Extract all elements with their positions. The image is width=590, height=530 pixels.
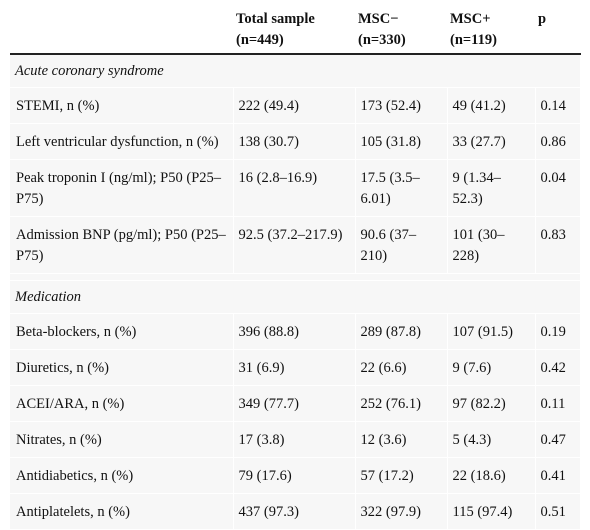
row-label: Antiplatelets, n (%) bbox=[10, 494, 233, 530]
header-msc-neg-n: (n=330) bbox=[358, 30, 441, 51]
cell-msc-negative: 173 (52.4) bbox=[355, 88, 447, 124]
cell-total: 437 (97.3) bbox=[233, 494, 355, 530]
row-label: Peak troponin I (ng/ml); P50 (P25–P75) bbox=[10, 160, 233, 217]
table-header: Total sample (n=449) MSC− (n=330) MSC+ (… bbox=[10, 9, 580, 54]
cell-msc-negative: 322 (97.9) bbox=[355, 494, 447, 530]
row-label: Antidiabetics, n (%) bbox=[10, 458, 233, 494]
row-label: Diuretics, n (%) bbox=[10, 350, 233, 386]
row-label: Beta-blockers, n (%) bbox=[10, 314, 233, 350]
cell-total: 222 (49.4) bbox=[233, 88, 355, 124]
cell-msc-positive: 22 (18.6) bbox=[447, 458, 535, 494]
table-row: Diuretics, n (%) 31 (6.9) 22 (6.6) 9 (7.6) 0… bbox=[10, 350, 580, 386]
cell-msc-negative: 252 (76.1) bbox=[355, 386, 447, 422]
section-header-row: Acute coronary syndrome bbox=[10, 54, 580, 88]
cell-total: 138 (30.7) bbox=[233, 124, 355, 160]
cell-p-value: 0.41 bbox=[535, 458, 580, 494]
header-total-title: Total sample bbox=[236, 9, 349, 30]
header-msc-positive: MSC+ (n=119) bbox=[447, 9, 535, 54]
cell-msc-positive: 5 (4.3) bbox=[447, 422, 535, 458]
section-title: Medication bbox=[10, 281, 580, 314]
table-row: Left ventricular dysfunction, n (%) 138 (… bbox=[10, 124, 580, 160]
header-total-n: (n=449) bbox=[236, 30, 349, 51]
table-row: Peak troponin I (ng/ml); P50 (P25–P75) 16… bbox=[10, 160, 580, 217]
cell-msc-negative: 22 (6.6) bbox=[355, 350, 447, 386]
cell-p-value: 0.51 bbox=[535, 494, 580, 530]
cell-msc-negative: 105 (31.8) bbox=[355, 124, 447, 160]
cell-total: 17 (3.8) bbox=[233, 422, 355, 458]
cell-msc-positive: 115 (97.4) bbox=[447, 494, 535, 530]
cell-msc-positive: 9 (1.34–52.3) bbox=[447, 160, 535, 217]
table-row: Nitrates, n (%) 17 (3.8) 12 (3.6) 5 (4.3) 0.… bbox=[10, 422, 580, 458]
table-row: Antiplatelets, n (%) 437 (97.3) 322 (97.9)… bbox=[10, 494, 580, 530]
row-label: Nitrates, n (%) bbox=[10, 422, 233, 458]
section-header-row: Medication bbox=[10, 281, 580, 314]
cell-msc-positive: 107 (91.5) bbox=[447, 314, 535, 350]
table-row: ACEI/ARA, n (%) 349 (77.7) 252 (76.1) 97 (8… bbox=[10, 386, 580, 422]
cell-total: 16 (2.8–16.9) bbox=[233, 160, 355, 217]
cell-p-value: 0.86 bbox=[535, 124, 580, 160]
row-label: STEMI, n (%) bbox=[10, 88, 233, 124]
header-msc-pos-n: (n=119) bbox=[450, 30, 529, 51]
cell-p-value: 0.47 bbox=[535, 422, 580, 458]
header-msc-pos-title: MSC+ bbox=[450, 9, 529, 30]
cell-p-value: 0.42 bbox=[535, 350, 580, 386]
cell-p-value: 0.19 bbox=[535, 314, 580, 350]
cell-msc-negative: 12 (3.6) bbox=[355, 422, 447, 458]
cell-p-value: 0.83 bbox=[535, 217, 580, 274]
cell-total: 396 (88.8) bbox=[233, 314, 355, 350]
table-row: STEMI, n (%) 222 (49.4) 173 (52.4) 49 (41.2… bbox=[10, 88, 580, 124]
table-row: Admission BNP (pg/ml); P50 (P25–P75) 92.5… bbox=[10, 217, 580, 274]
cell-msc-positive: 101 (30–228) bbox=[447, 217, 535, 274]
header-p-value: p bbox=[535, 9, 580, 54]
cell-msc-positive: 9 (7.6) bbox=[447, 350, 535, 386]
header-total-sample: Total sample (n=449) bbox=[233, 9, 355, 54]
cell-msc-negative: 90.6 (37–210) bbox=[355, 217, 447, 274]
row-label: Admission BNP (pg/ml); P50 (P25–P75) bbox=[10, 217, 233, 274]
cell-total: 92.5 (37.2–217.9) bbox=[233, 217, 355, 274]
cell-msc-negative: 289 (87.8) bbox=[355, 314, 447, 350]
table-body: Acute coronary syndrome STEMI, n (%) 222 (… bbox=[10, 54, 580, 530]
header-msc-negative: MSC− (n=330) bbox=[355, 9, 447, 54]
cell-msc-positive: 33 (27.7) bbox=[447, 124, 535, 160]
header-msc-neg-title: MSC− bbox=[358, 9, 441, 30]
section-spacer bbox=[10, 274, 580, 281]
cell-total: 349 (77.7) bbox=[233, 386, 355, 422]
table-row: Beta-blockers, n (%) 396 (88.8) 289 (87.8)… bbox=[10, 314, 580, 350]
cell-msc-negative: 17.5 (3.5–6.01) bbox=[355, 160, 447, 217]
section-title: Acute coronary syndrome bbox=[10, 54, 580, 88]
spacer-cell bbox=[10, 274, 580, 281]
header-row: Total sample (n=449) MSC− (n=330) MSC+ (… bbox=[10, 9, 580, 54]
cell-p-value: 0.04 bbox=[535, 160, 580, 217]
cell-msc-positive: 49 (41.2) bbox=[447, 88, 535, 124]
data-table: Total sample (n=449) MSC− (n=330) MSC+ (… bbox=[10, 9, 581, 530]
cell-msc-positive: 97 (82.2) bbox=[447, 386, 535, 422]
cell-p-value: 0.14 bbox=[535, 88, 580, 124]
row-label: Left ventricular dysfunction, n (%) bbox=[10, 124, 233, 160]
table-row: Antidiabetics, n (%) 79 (17.6) 57 (17.2) 22… bbox=[10, 458, 580, 494]
row-label: ACEI/ARA, n (%) bbox=[10, 386, 233, 422]
cell-total: 79 (17.6) bbox=[233, 458, 355, 494]
header-empty bbox=[10, 9, 233, 54]
cell-msc-negative: 57 (17.2) bbox=[355, 458, 447, 494]
cell-total: 31 (6.9) bbox=[233, 350, 355, 386]
cell-p-value: 0.11 bbox=[535, 386, 580, 422]
